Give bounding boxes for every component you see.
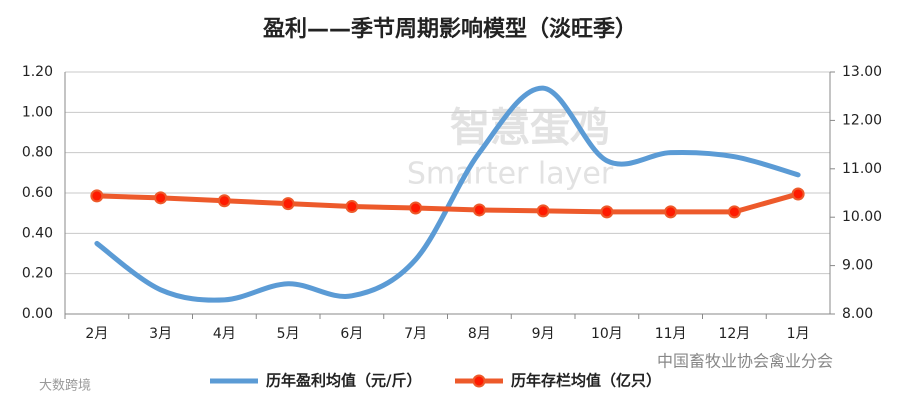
y-tick-label: 0.40 — [22, 225, 53, 241]
point — [154, 191, 168, 205]
point — [281, 197, 295, 211]
legend-label: 历年盈利均值（元/斤） — [266, 372, 421, 390]
x-tick-label: 6月 — [340, 326, 363, 342]
y-tick-label: 0.60 — [22, 185, 53, 201]
series-line — [94, 85, 801, 303]
x-tick-label: 10月 — [591, 326, 623, 342]
x-tick-label: 11月 — [655, 326, 687, 342]
watermark: 大数跨境 — [39, 379, 91, 394]
y2-tick-label: 9.00 — [842, 258, 873, 274]
x-tick-label: 12月 — [718, 326, 750, 342]
x-tick-label: 1月 — [787, 326, 810, 342]
x-tick-label: 4月 — [213, 326, 236, 342]
x-tick-label: 3月 — [149, 326, 172, 342]
point — [472, 203, 486, 217]
point — [664, 205, 678, 219]
x-tick-label: 7月 — [404, 326, 427, 342]
x-tick-label: 5月 — [277, 326, 300, 342]
x-tick-label: 9月 — [532, 326, 555, 342]
watermark: Smarter layer — [407, 157, 614, 192]
y2-tick-label: 8.00 — [842, 306, 873, 322]
chart-title: 盈利——季节周期影响模型（淡旺季） — [262, 16, 637, 42]
legend-label: 历年存栏均值（亿只） — [511, 372, 661, 390]
point — [217, 194, 231, 208]
y-tick-label: 0.20 — [22, 266, 53, 282]
y2-tick-label: 10.00 — [842, 209, 882, 225]
point — [409, 201, 423, 215]
point — [791, 187, 805, 201]
y-tick-label: 1.20 — [22, 64, 53, 80]
watermark: 中国畜牧业协会禽业分会 — [657, 352, 833, 371]
point — [345, 200, 359, 214]
series-line — [94, 191, 801, 215]
y-tick-label: 0.80 — [22, 145, 53, 161]
point — [600, 205, 614, 219]
y2-tick-label: 11.00 — [842, 161, 882, 177]
point — [536, 204, 550, 218]
legend-marker — [472, 374, 486, 388]
y2-tick-label: 13.00 — [842, 64, 882, 80]
y-tick-label: 0.00 — [22, 306, 53, 322]
x-tick-label: 8月 — [468, 326, 491, 342]
y-tick-label: 1.00 — [22, 104, 53, 120]
point — [90, 189, 104, 203]
y2-tick-label: 12.00 — [842, 112, 882, 128]
x-tick-label: 2月 — [85, 326, 108, 342]
point — [727, 205, 741, 219]
